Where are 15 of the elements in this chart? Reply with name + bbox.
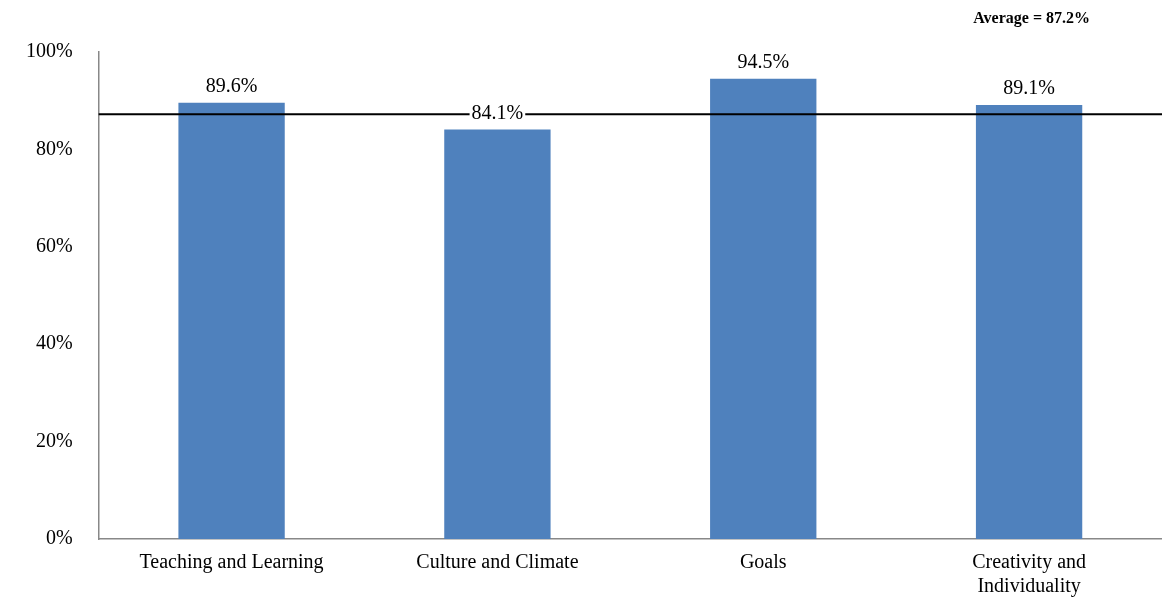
- data-label: 84.1%: [471, 100, 524, 123]
- data-label: 89.1%: [1003, 76, 1055, 99]
- data-label: 94.5%: [737, 50, 790, 73]
- x-tick-label: Teaching and Learning: [139, 550, 324, 574]
- y-tick-label: 80%: [35, 136, 73, 159]
- y-tick-label: 40%: [35, 331, 73, 354]
- y-tick-label: 60%: [35, 234, 73, 257]
- y-tick-label: 100%: [25, 39, 73, 62]
- y-tick-label: 20%: [35, 428, 73, 451]
- x-tick-label: Culture and Climate: [416, 550, 579, 573]
- ref-line-label: Average = 87.2%: [973, 9, 1090, 28]
- x-tick-label: Creativity and Individuality: [972, 550, 1087, 598]
- data-label: 89.6%: [205, 73, 258, 96]
- x-tick-label: Goals: [739, 550, 787, 573]
- y-tick-label: 0%: [45, 526, 73, 549]
